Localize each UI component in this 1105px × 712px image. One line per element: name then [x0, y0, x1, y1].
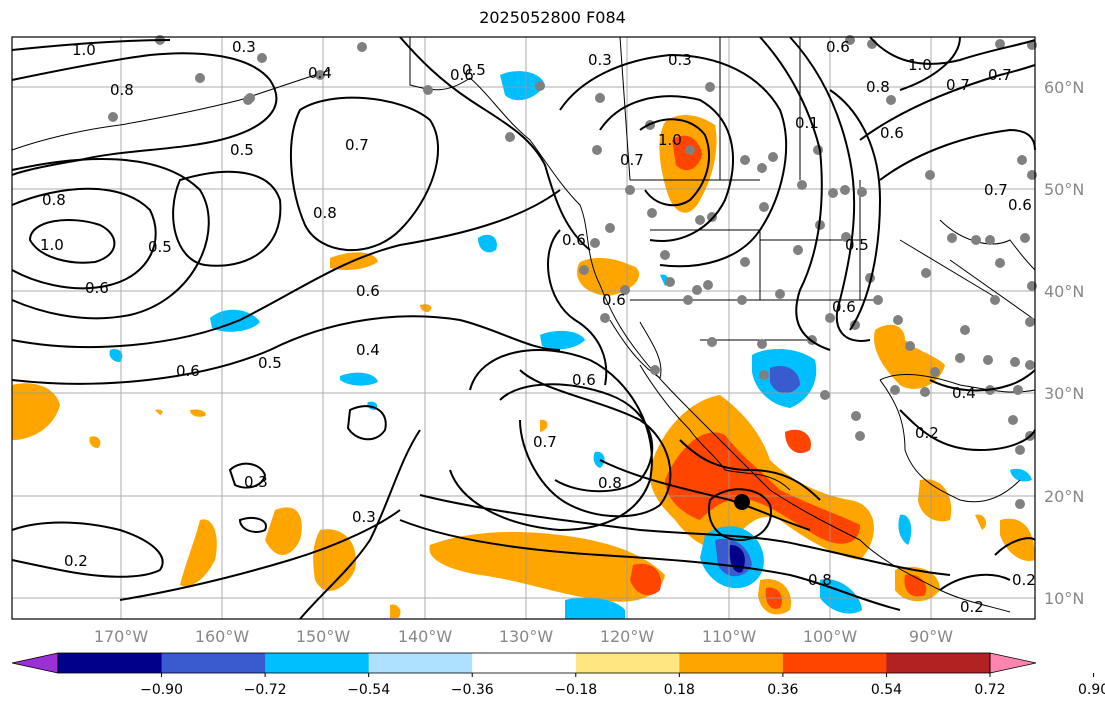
contour-label: 0.2	[960, 598, 984, 616]
contour-label: 0.8	[808, 571, 832, 589]
latitude-labels: 60°N 50°N 40°N 30°N 20°N 10°N	[1044, 78, 1084, 608]
contour-label: 0.6	[450, 66, 474, 84]
contour-label: 0.4	[952, 384, 976, 402]
lon-label: 120°W	[600, 627, 655, 646]
contour-label: 1.0	[658, 131, 682, 149]
colorbar-tick-label: 0.18	[664, 682, 695, 698]
contour-label: 0.3	[668, 51, 692, 69]
colorbar-tick-label: −0.54	[347, 682, 390, 698]
contour-label: 0.7	[946, 76, 970, 94]
contour-label: 0.8	[866, 78, 890, 96]
contour-label: 0.8	[110, 81, 134, 99]
contour-lines	[11, 36, 1036, 620]
contour-label: 0.6	[1008, 196, 1032, 214]
colorbar-tick-label: 0.54	[871, 682, 902, 698]
station-markers	[108, 35, 1037, 509]
contour-label: 0.3	[232, 38, 256, 56]
lon-label: 100°W	[803, 627, 858, 646]
contour-label: 0.6	[562, 231, 586, 249]
colorbar: −0.90 −0.72 −0.54 −0.36 −0.18 0.18 0.36 0.54 0.7…	[11, 652, 1105, 698]
contour-label: 0.7	[345, 136, 369, 154]
contour-label: 0.4	[356, 341, 380, 359]
lon-label: 150°W	[296, 627, 351, 646]
contour-label: 0.3	[588, 51, 612, 69]
colorbar-swatch	[58, 653, 163, 673]
contour-labels: 1.0 0.8 0.3 0.5 0.4 0.6 0.3 0.3 0.8 1.0 …	[40, 38, 1036, 616]
lat-label: 10°N	[1044, 589, 1084, 608]
contour-label: 0.3	[244, 473, 268, 491]
colorbar-tick-label: −0.90	[140, 682, 183, 698]
contour-label: 1.0	[72, 41, 96, 59]
colorbar-swatch	[161, 653, 266, 673]
colorbar-swatch	[472, 653, 577, 673]
lat-label: 50°N	[1044, 180, 1084, 199]
contour-label: 0.2	[64, 552, 88, 570]
colorbar-swatch	[265, 653, 370, 673]
contour-label: 0.8	[313, 204, 337, 222]
contour-label: 0.8	[598, 474, 622, 492]
contour-label: 0.8	[42, 191, 66, 209]
contour-label: 0.5	[230, 141, 254, 159]
contour-label: 0.1	[795, 114, 819, 132]
colorbar-max-extend	[989, 652, 1037, 674]
colorbar-swatch	[575, 653, 680, 673]
contour-label: 0.5	[462, 61, 486, 79]
low-center-marker	[734, 494, 750, 510]
lat-label: 30°N	[1044, 384, 1084, 403]
colorbar-tick-label: 0.36	[767, 682, 798, 698]
lon-label: 90°W	[909, 627, 953, 646]
map-panel: 1.0 0.8 0.3 0.5 0.4 0.6 0.3 0.3 0.8 1.0 …	[11, 35, 1037, 620]
map-title: 2025052800 F084	[479, 8, 626, 27]
lon-label: 170°W	[94, 627, 149, 646]
contour-label: 0.3	[352, 508, 376, 526]
lon-label: 160°W	[195, 627, 250, 646]
contour-label: 0.6	[826, 38, 850, 56]
contour-label: 0.2	[915, 424, 939, 442]
contour-label: 0.2	[1012, 571, 1036, 589]
lon-label: 130°W	[499, 627, 554, 646]
coastlines	[11, 36, 1036, 613]
lat-label: 20°N	[1044, 487, 1084, 506]
contour-label: 0.6	[176, 362, 200, 380]
colorbar-tick-label: −0.18	[554, 682, 597, 698]
shaded-positive-regions	[12, 114, 1035, 618]
contour-label: 1.0	[40, 236, 64, 254]
colorbar-min-extend	[11, 652, 59, 674]
colorbar-swatch	[679, 653, 784, 673]
contour-label: 0.6	[572, 371, 596, 389]
colorbar-swatch	[886, 653, 991, 673]
longitude-labels: 170°W 160°W 150°W 140°W 130°W 120°W 110°…	[94, 627, 953, 646]
colorbar-tick-label: 0.72	[974, 682, 1005, 698]
contour-label: 0.6	[356, 282, 380, 300]
contour-label: 0.5	[258, 354, 282, 372]
contour-label: 0.7	[533, 433, 557, 451]
colorbar-tick-label: −0.36	[451, 682, 494, 698]
lon-label: 140°W	[398, 627, 453, 646]
contour-label: 0.7	[984, 181, 1008, 199]
colorbar-tick-label: 0.90	[1078, 682, 1105, 698]
contour-label: 0.7	[988, 66, 1012, 84]
contour-label: 0.4	[308, 64, 332, 82]
colorbar-tick-label: −0.72	[244, 682, 287, 698]
contour-label: 0.6	[880, 124, 904, 142]
colorbar-swatch	[368, 653, 473, 673]
contour-label: 0.6	[602, 291, 626, 309]
contour-label: 0.6	[832, 298, 856, 316]
contour-label: 0.6	[85, 279, 109, 297]
contour-label: 0.5	[845, 236, 869, 254]
contour-label: 1.0	[908, 56, 932, 74]
colorbar-swatch	[782, 653, 887, 673]
lat-label: 40°N	[1044, 282, 1084, 301]
lon-label: 110°W	[702, 627, 757, 646]
contour-label: 0.5	[148, 238, 172, 256]
lat-label: 60°N	[1044, 78, 1084, 97]
contour-label: 0.7	[620, 151, 644, 169]
